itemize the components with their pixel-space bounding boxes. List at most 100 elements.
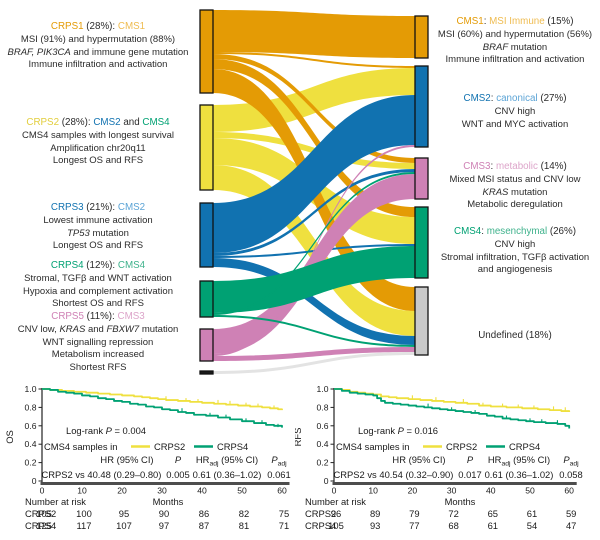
svg-text:0: 0 <box>324 476 329 486</box>
crps1-title: CRPS1 (28%): CMS1 <box>50 21 146 32</box>
svg-text:HR (95% CI): HR (95% CI) <box>392 454 445 465</box>
km-curve-CRPS4 <box>42 388 283 428</box>
cms3-label: CMS3: metabolic (14%) Mixed MSI status a… <box>430 161 600 212</box>
risk-value: 105 <box>328 520 344 531</box>
svg-text:0.61 (0.36–1.02): 0.61 (0.36–1.02) <box>485 469 554 480</box>
svg-text:0.8: 0.8 <box>25 402 37 412</box>
sankey-flow <box>213 145 415 356</box>
sankey-flow <box>213 10 415 58</box>
svg-text:50: 50 <box>237 486 247 496</box>
risk-value: 47 <box>566 520 576 531</box>
svg-text:50: 50 <box>525 486 535 496</box>
logrank-text: Log-rank P = 0.004 <box>66 425 146 436</box>
crps5-line: CNV low, KRAS and FBXW7 mutation <box>17 323 179 335</box>
svg-text:P: P <box>175 454 182 465</box>
svg-text:0.2: 0.2 <box>317 458 329 468</box>
cms4-title: CMS4: mesenchymal (26%) <box>454 226 576 237</box>
svg-text:40: 40 <box>486 486 496 496</box>
svg-text:0.017: 0.017 <box>458 469 481 480</box>
cms1-label: CMS1: MSI Immune (15%) MSI (60%) and hyp… <box>430 16 600 67</box>
svg-text:0.061: 0.061 <box>267 469 290 480</box>
risk-value: 61 <box>488 520 498 531</box>
cms1-line: MSI (60%) and hypermutation (56%) <box>437 28 593 40</box>
legend-label-crps4: CRPS4 <box>217 441 248 452</box>
cms2-title: CMS2: canonical (27%) <box>463 93 567 104</box>
sankey-node-CRPS2 <box>199 104 214 191</box>
sankey-node-CRPS4 <box>199 280 214 318</box>
svg-text:0.61 (0.36–1.02): 0.61 (0.36–1.02) <box>193 469 262 480</box>
cms3-line: Mixed MSI status and CNV low <box>449 173 581 185</box>
risk-value: 117 <box>77 520 92 531</box>
sankey-node-CRPS5 <box>199 328 214 362</box>
risk-value: 75 <box>279 508 289 519</box>
sankey-node-CRPS1 <box>199 9 214 94</box>
km-curve-CRPS4 <box>334 388 571 429</box>
svg-text:10: 10 <box>77 486 87 496</box>
svg-text:30: 30 <box>447 486 457 496</box>
legend-label-crps2: CRPS2 <box>154 441 185 452</box>
svg-text:0: 0 <box>32 476 37 486</box>
risk-value: 68 <box>448 520 458 531</box>
risk-value: 54 <box>527 520 537 531</box>
cms4-label: CMS4: mesenchymal (26%) CNV high Stromal… <box>430 226 600 277</box>
crps3-line: Lowest immune activation <box>43 214 153 226</box>
stats-row-label: CRPS2 vs 4 <box>41 469 92 480</box>
svg-text:60: 60 <box>564 486 574 496</box>
cms3-line: Metabolic deregulation <box>467 199 563 211</box>
crps4-line: Stromal, TGFβ and WNT activation <box>24 272 172 284</box>
number-at-risk-title: Number at risk <box>25 496 86 507</box>
svg-text:10: 10 <box>368 486 378 496</box>
risk-row-label: CRPS2 <box>305 508 336 519</box>
undefined-label: Undefined (18%) <box>430 330 600 343</box>
sankey-flow <box>213 258 415 345</box>
crps5-label: CRPS5 (11%): CMS3 CNV low, KRAS and FBXW… <box>0 311 196 375</box>
cms3-title: CMS3: metabolic (14%) <box>463 161 567 172</box>
sankey-flow <box>213 315 415 347</box>
svg-text:0.4: 0.4 <box>25 439 37 449</box>
sankey-flow <box>213 169 415 256</box>
y-axis-label: OS <box>4 430 15 444</box>
cms4-line: and angiogenesis <box>477 264 553 276</box>
risk-value: 125 <box>36 520 52 531</box>
sankey-flow <box>213 59 415 217</box>
risk-value: 107 <box>116 520 132 531</box>
crps3-title: CRPS3 (21%): CMS2 <box>50 202 146 213</box>
sankey-flow <box>213 52 415 68</box>
svg-text:1.0: 1.0 <box>317 384 329 394</box>
svg-text:1.0: 1.0 <box>25 384 37 394</box>
cms4-line: Stromal infiltration, TGFβ activation <box>440 251 590 263</box>
svg-text:60: 60 <box>277 486 287 496</box>
svg-text:20: 20 <box>408 486 418 496</box>
legend-prefix: CMS4 samples in <box>44 441 117 452</box>
sankey-diagram <box>199 9 429 375</box>
svg-text:HR (95% CI): HR (95% CI) <box>100 454 153 465</box>
sankey-flow <box>213 172 415 315</box>
risk-value: 87 <box>199 520 209 531</box>
y-axis-label: RFS <box>295 428 303 447</box>
svg-text:0.058: 0.058 <box>559 469 582 480</box>
undefined-title: Undefined (18%) <box>478 330 552 341</box>
cms1-line: Immune infiltration and activation <box>445 54 585 66</box>
sankey-flow <box>213 95 415 253</box>
stats-row-label: CRPS2 vs 4 <box>333 469 384 480</box>
svg-text:0.6: 0.6 <box>317 421 329 431</box>
risk-row-label: CRPS2 <box>25 508 56 519</box>
crps3-line: Longest OS and RFS <box>52 240 144 252</box>
cms1-line: BRAF mutation <box>482 41 548 53</box>
svg-text:0.005: 0.005 <box>166 469 189 480</box>
risk-row-label: CRPS4 <box>305 520 336 531</box>
x-axis-label: Months <box>445 496 476 507</box>
sankey-node-CRPS3 <box>199 202 214 268</box>
svg-text:20: 20 <box>117 486 127 496</box>
risk-value: 93 <box>370 520 380 531</box>
legend-label-crps4: CRPS4 <box>509 441 540 452</box>
risk-value: 65 <box>488 508 498 519</box>
crps1-line: MSI (91%) and hypermutation (88%) <box>20 33 176 45</box>
cms2-line: WNT and MYC activation <box>461 118 569 130</box>
crps4-line: Hypoxia and complement activation <box>23 285 173 297</box>
os-km-plot: 0 0.2 0.4 0.6 0.8 1.0 0 10 20 30 40 50 60 Log-rank P … <box>4 384 291 531</box>
risk-value: 71 <box>279 520 289 531</box>
cms1-title: CMS1: MSI Immune (15%) <box>456 16 574 27</box>
crps4-label: CRPS4 (12%): CMS4 Stromal, TGFβ and WNT … <box>0 260 196 311</box>
